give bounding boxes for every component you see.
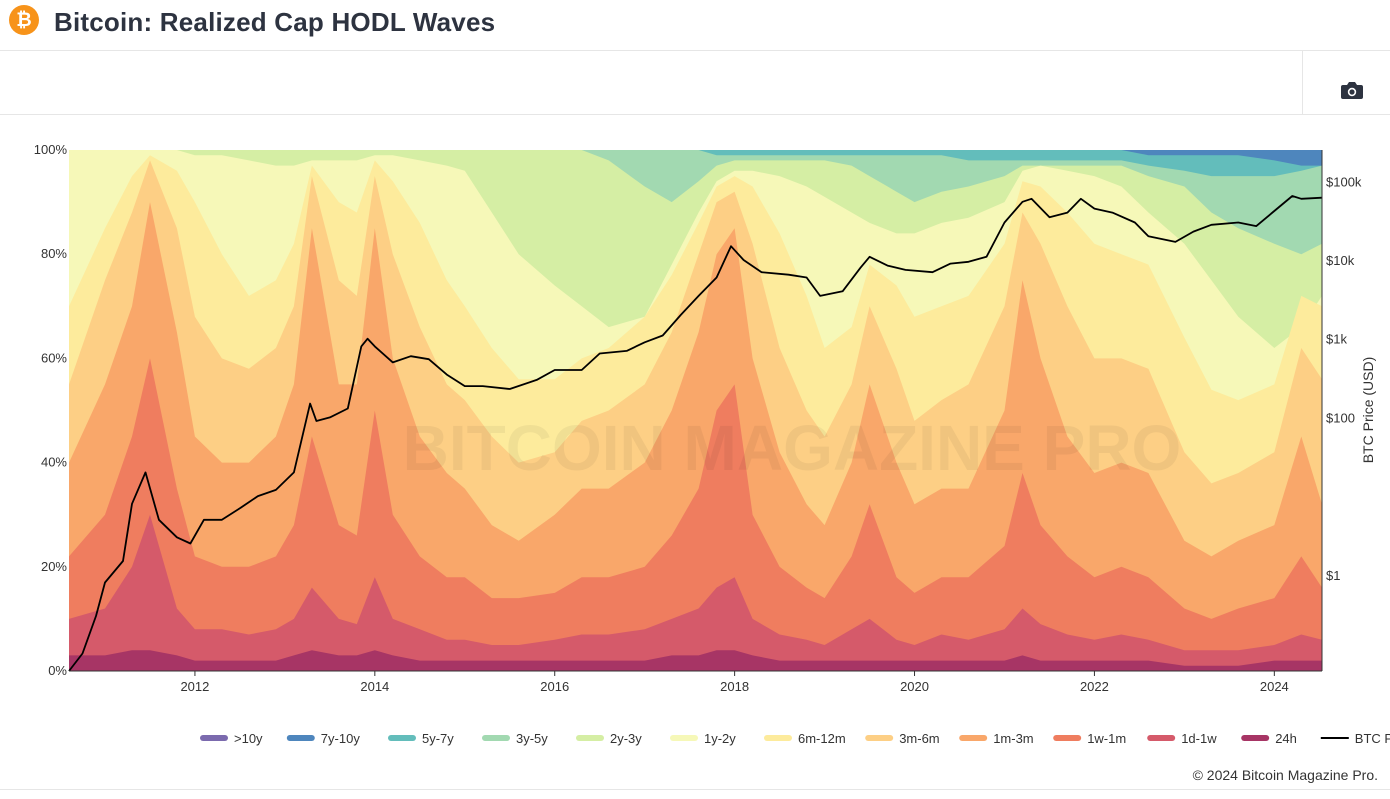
y-tick-label: 60% bbox=[41, 350, 67, 365]
price-tick-label: $1k bbox=[1326, 332, 1347, 347]
watermark: BITCOIN MAGAZINE PRO bbox=[403, 412, 1182, 484]
legend-swatch bbox=[388, 735, 416, 741]
btc-price-series bbox=[68, 195, 1323, 672]
legend-item-10y[interactable]: >10y bbox=[200, 731, 263, 746]
legend-label: >10y bbox=[234, 731, 263, 746]
legend-label: 24h bbox=[1275, 731, 1297, 746]
chart-toolbar bbox=[0, 51, 1390, 115]
camera-icon[interactable] bbox=[1337, 77, 1367, 103]
price-tick-label: $1 bbox=[1326, 568, 1340, 583]
legend-swatch bbox=[1053, 735, 1082, 741]
legend-label: 3m-6m bbox=[899, 731, 939, 746]
legend-swatch bbox=[670, 735, 698, 741]
legend-swatch bbox=[482, 735, 510, 741]
legend-swatch bbox=[1241, 735, 1270, 741]
legend-swatch bbox=[200, 735, 228, 741]
legend-item-1d-1w[interactable]: 1d-1w bbox=[1147, 731, 1217, 746]
page-header: ₿ Bitcoin: Realized Cap HODL Waves bbox=[0, 0, 1390, 51]
legend-label: 2y-3y bbox=[610, 731, 642, 746]
legend-item-1m-3m[interactable]: 1m-3m bbox=[959, 731, 1034, 746]
legend-swatch bbox=[576, 735, 604, 741]
legend-label: 3y-5y bbox=[516, 731, 548, 746]
stacked-areas bbox=[69, 150, 1322, 671]
price-tick-label: $100k bbox=[1326, 174, 1362, 189]
price-tick-label: $100 bbox=[1326, 410, 1355, 425]
legend-label: 1m-3m bbox=[993, 731, 1033, 746]
y-tick-label: 80% bbox=[41, 246, 67, 261]
watermark-text: BITCOIN MAGAZINE PRO bbox=[403, 412, 1182, 484]
chart-legend: >10y 7y-10y 5y-7y 3y-5y 2y-3y 1y-2y 6m-12m 3m-6… bbox=[200, 731, 1390, 746]
legend-label: BTC Price bbox=[1355, 731, 1390, 746]
legend-swatch bbox=[865, 735, 894, 741]
legend-item-5y-7y[interactable]: 5y-7y bbox=[388, 731, 454, 746]
area-1w-1m bbox=[69, 358, 1322, 671]
x-tick-label: 2014 bbox=[360, 679, 389, 694]
chart-axes: 2012 2014 2016 2018 2020 2022 2024 0% 20% 40% 60% 8… bbox=[34, 142, 1376, 694]
y-tick-label: 100% bbox=[34, 142, 68, 157]
toolbar-divider bbox=[1302, 51, 1303, 114]
legend-item-3y-5y[interactable]: 3y-5y bbox=[482, 731, 548, 746]
btc-price-line bbox=[68, 195, 1323, 672]
legend-label: 1y-2y bbox=[704, 731, 736, 746]
bitcoin-logo-icon: ₿ bbox=[9, 5, 39, 35]
x-tick-label: 2018 bbox=[720, 679, 749, 694]
legend-swatch bbox=[1147, 735, 1176, 741]
y-tick-label: 40% bbox=[41, 455, 67, 470]
chart-svg: BITCOIN MAGAZINE PRO 2012 2014 2016 2018 202… bbox=[34, 142, 1390, 746]
hodl-waves-chart: BITCOIN MAGAZINE PRO 2012 2014 2016 2018 202… bbox=[0, 115, 1390, 794]
legend-label: 1w-1m bbox=[1087, 731, 1126, 746]
legend-item-btc-price[interactable]: BTC Price bbox=[1320, 731, 1390, 746]
x-tick-label: 2022 bbox=[1080, 679, 1109, 694]
legend-swatch bbox=[959, 735, 988, 741]
legend-item-24h[interactable]: 24h bbox=[1241, 731, 1297, 746]
footer-divider bbox=[0, 789, 1390, 790]
legend-item-7y-10y[interactable]: 7y-10y bbox=[286, 731, 361, 746]
copyright-text: © 2024 Bitcoin Magazine Pro. bbox=[1192, 767, 1378, 783]
legend-label: 7y-10y bbox=[321, 731, 361, 746]
area-24h bbox=[69, 650, 1322, 671]
y-tick-label: 0% bbox=[48, 663, 67, 678]
legend-label: 5y-7y bbox=[422, 731, 454, 746]
price-axis-title: BTC Price (USD) bbox=[1360, 357, 1376, 464]
legend-swatch bbox=[286, 735, 315, 741]
page-title: Bitcoin: Realized Cap HODL Waves bbox=[54, 7, 496, 37]
legend-item-1y-2y[interactable]: 1y-2y bbox=[670, 731, 736, 746]
price-tick-label: $10k bbox=[1326, 253, 1355, 268]
legend-item-2y-3y[interactable]: 2y-3y bbox=[576, 731, 642, 746]
legend-item-6m-12m[interactable]: 6m-12m bbox=[764, 731, 846, 746]
x-tick-label: 2024 bbox=[1260, 679, 1289, 694]
legend-swatch bbox=[764, 735, 792, 741]
legend-item-3m-6m[interactable]: 3m-6m bbox=[865, 731, 940, 746]
x-tick-label: 2016 bbox=[540, 679, 569, 694]
legend-label: 6m-12m bbox=[798, 731, 846, 746]
area-1d-1w bbox=[69, 514, 1322, 671]
legend-item-1w-1m[interactable]: 1w-1m bbox=[1053, 731, 1126, 746]
legend-label: 1d-1w bbox=[1181, 731, 1217, 746]
x-tick-label: 2020 bbox=[900, 679, 929, 694]
x-tick-label: 2012 bbox=[180, 679, 209, 694]
y-tick-label: 20% bbox=[41, 559, 67, 574]
